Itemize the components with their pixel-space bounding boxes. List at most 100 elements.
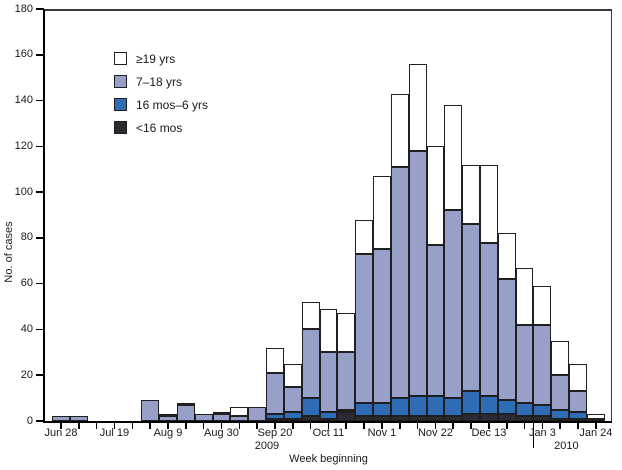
bar-segment <box>444 398 463 417</box>
bar-week-nov-15 <box>408 63 427 421</box>
bar-segment <box>533 416 552 421</box>
legend-item: 16 mos–6 yrs <box>114 98 208 111</box>
x-tick <box>488 423 490 429</box>
x-tick-label: Nov 1 <box>367 427 397 439</box>
y-axis-line <box>43 9 45 423</box>
bar-week-jun-28 <box>52 416 70 421</box>
bar-segment <box>319 352 338 412</box>
bar-segment <box>426 146 445 245</box>
bar-segment <box>266 347 284 373</box>
y-tick-label: 160 <box>14 48 33 61</box>
bar-segment <box>266 372 284 415</box>
bar-segment <box>426 395 445 417</box>
bar-segment <box>408 150 427 396</box>
bar-week-oct-11 <box>319 308 338 421</box>
bar-week-aug-30 <box>212 411 231 421</box>
bar-segment <box>444 416 463 421</box>
legend-swatch-lt16mos-icon <box>114 121 127 134</box>
bar-week-dec-20 <box>497 233 516 421</box>
bar-segment <box>373 416 391 421</box>
x-tick <box>202 423 205 429</box>
bar-segment <box>212 414 231 421</box>
bar-week-aug-9 <box>159 414 177 421</box>
x-tick-label: Nov 22 <box>417 427 453 439</box>
x-tick-label: Dec 13 <box>471 427 507 439</box>
bar-segment <box>266 418 284 421</box>
bar-segment <box>533 405 552 417</box>
x-tick <box>541 423 544 429</box>
x-tick <box>167 423 169 429</box>
x-tick <box>149 423 151 429</box>
bar-segment <box>408 416 427 421</box>
bar-segment <box>408 395 427 417</box>
bar-week-aug-16 <box>176 402 195 421</box>
bar-segment <box>515 267 534 325</box>
x-tick-label: Aug 30 <box>204 427 239 439</box>
x-tick <box>523 423 526 429</box>
y-tick-label: 80 <box>20 231 33 244</box>
x-tick <box>291 423 294 429</box>
x-tick <box>95 423 98 429</box>
bar-segment <box>230 407 249 417</box>
y-tick-label: 180 <box>14 2 33 15</box>
bar-segment <box>462 164 480 225</box>
bar-segment <box>408 63 427 151</box>
bar-week-jan-10 <box>551 340 570 421</box>
bar-segment <box>355 402 374 417</box>
year-label-2010: 2010 <box>554 440 579 452</box>
bar-segment <box>569 391 587 412</box>
bar-segment <box>283 411 302 419</box>
bar-segment <box>159 414 177 417</box>
bar-segment <box>426 416 445 421</box>
bar-week-oct-18 <box>337 313 356 421</box>
bar-segment <box>569 418 587 421</box>
legend-swatch-ge19-icon <box>114 52 127 65</box>
bar-segment <box>497 233 516 280</box>
bar-segment <box>515 416 534 421</box>
x-tick <box>78 423 80 429</box>
x-tick <box>559 423 562 429</box>
legend: ≥19 yrs 7–18 yrs 16 mos–6 yrs <16 mos <box>114 52 208 144</box>
bar-week-sep-20 <box>266 347 284 421</box>
bar-segment <box>480 164 498 243</box>
bar-week-dec-27 <box>515 267 534 421</box>
bar-segment <box>551 409 570 419</box>
bar-segment <box>373 176 391 250</box>
x-tick <box>309 423 312 429</box>
bar-week-dec-6 <box>462 164 480 421</box>
legend-item: 7–18 yrs <box>114 75 208 88</box>
bar-segment <box>194 414 213 421</box>
bar-segment <box>355 219 374 254</box>
x-tick-label: Jul 19 <box>99 427 130 439</box>
legend-item: <16 mos <box>114 121 208 134</box>
bar-segment <box>337 409 356 412</box>
legend-label: 7–18 yrs <box>136 74 183 89</box>
legend-label: 16 mos–6 yrs <box>136 97 209 112</box>
bar-segment <box>497 279 516 401</box>
x-tick <box>345 423 348 429</box>
x-tick <box>577 423 579 429</box>
bar-week-nov-29 <box>444 105 463 421</box>
bar-segment <box>373 249 391 403</box>
bar-week-oct-25 <box>355 219 374 421</box>
bar-segment <box>444 210 463 399</box>
y-tick-label: 40 <box>20 322 33 335</box>
x-tick <box>398 423 401 429</box>
bar-week-sep-6 <box>230 407 249 421</box>
y-tick-label: 100 <box>14 185 33 198</box>
bar-segment <box>355 253 374 403</box>
bar-segment <box>301 302 320 330</box>
bar-segment <box>444 105 463 211</box>
bar-segment <box>301 416 320 421</box>
x-tick <box>416 423 419 429</box>
bar-segment <box>515 324 534 403</box>
legend-swatch-16mos-6yrs-icon <box>114 98 127 111</box>
bar-segment <box>497 414 516 421</box>
bar-segment <box>480 395 498 415</box>
bar-week-jan-3 <box>533 285 552 421</box>
bar-segment <box>497 400 516 415</box>
bar-week-aug-2 <box>141 400 160 421</box>
bar-segment <box>462 414 480 421</box>
y-tick <box>36 282 44 285</box>
x-tick <box>452 423 455 429</box>
